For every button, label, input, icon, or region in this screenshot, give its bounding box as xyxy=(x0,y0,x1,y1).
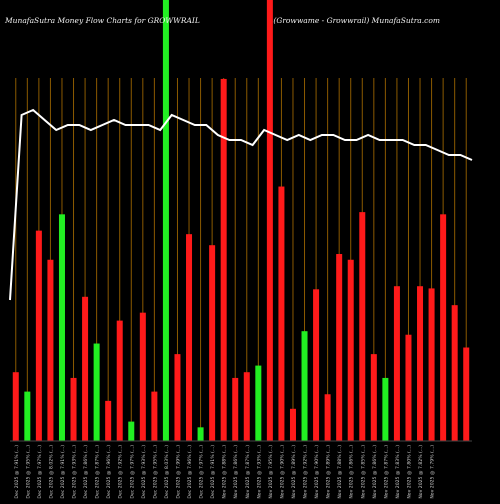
bar xyxy=(58,214,65,441)
x-tick-label: Thu 18 Dec 2025 @ 7.91% (...) xyxy=(60,445,66,500)
x-tick-label: Thu 13 Nov 2025 @ 7.86% (...) xyxy=(349,445,355,500)
bar xyxy=(186,234,193,441)
x-tick-label: Wed 19 Nov 2025 @ 7.92% (...) xyxy=(303,445,309,500)
x-tick-label: Tue 11 Nov 2025 @ 7.86% (...) xyxy=(372,445,378,500)
x-tick-label: Tue 25 Nov 2025 @ 7.93% (...) xyxy=(256,445,262,500)
x-tick-label: Mon 22 Dec 2025 @ 7.97% (...) xyxy=(37,445,43,500)
bar xyxy=(209,245,216,441)
bar xyxy=(35,230,42,441)
bar xyxy=(232,377,239,441)
x-tick-label: Wed 03 Dec 2025 @ 7.96% (...) xyxy=(187,445,193,500)
bar xyxy=(255,365,262,441)
bar xyxy=(301,331,308,441)
bar xyxy=(370,354,377,441)
x-tick-label: Wed 05 Nov 2025 @ 7.82% (...) xyxy=(418,445,424,500)
bar xyxy=(324,394,331,441)
x-tick-label: Fri 12 Dec 2025 @ 7.96% (...) xyxy=(106,445,112,500)
bar xyxy=(24,391,31,441)
x-tick-label: Wed 26 Nov 2025 @ 7.87% (...) xyxy=(245,445,251,500)
bar xyxy=(359,212,366,441)
x-tick-label: Thu 27 Nov 2025 @ 7.86% (...) xyxy=(233,445,239,500)
x-tick-label: Tue 02 Dec 2025 @ 7.97% (...) xyxy=(199,445,205,500)
x-tick-label: Thu 06 Nov 2025 @ 7.80% (...) xyxy=(407,445,413,500)
x-tick-label: Thu 20 Nov 2025 @ 7.89% (...) xyxy=(291,445,297,500)
x-tick-label: Fri 07 Nov 2025 @ 7.83% (...) xyxy=(395,445,401,500)
bar xyxy=(93,343,100,441)
bar xyxy=(82,296,89,441)
x-tick-label: Thu 04 Dec 2025 @ 7.99% (...) xyxy=(176,445,182,500)
bar xyxy=(105,400,112,441)
x-tick-label: Thu 11 Dec 2025 @ 7.92% (...) xyxy=(118,445,124,500)
bar xyxy=(405,334,412,441)
bar xyxy=(12,372,19,441)
bar xyxy=(278,186,285,441)
x-tick-label: Tue 18 Nov 2025 @ 7.90% (...) xyxy=(314,445,320,500)
bar xyxy=(128,421,135,441)
bar xyxy=(428,288,435,441)
bar xyxy=(393,286,400,441)
bar xyxy=(139,312,146,441)
bar xyxy=(243,372,250,441)
x-tick-label: Mon 01 Dec 2025 @ 7.91% (...) xyxy=(210,445,216,500)
x-tick-label: Fri 05 Dec 2025 @ 8.03% (...) xyxy=(164,445,170,500)
bar xyxy=(220,78,227,442)
x-tick-label: Tue 23 Dec 2025 @ 7.95% (...) xyxy=(25,445,31,500)
bar xyxy=(313,289,320,441)
x-tick-label: Tue 16 Dec 2025 @ 7.86% (...) xyxy=(83,445,89,500)
x-tick-label: Fri 14 Nov 2025 @ 7.88% (...) xyxy=(337,445,343,500)
x-tick-label: Wed 24 Dec 2025 @ 7.91% (...) xyxy=(14,445,20,500)
bar xyxy=(116,320,123,441)
x-tick-label: Wed 12 Nov 2025 @ 7.85% (...) xyxy=(360,445,366,500)
x-tick-label: Tue 09 Dec 2025 @ 7.93% (...) xyxy=(141,445,147,500)
bar xyxy=(151,391,158,441)
x-tick-label: Fri 28 Nov 2025 @ 7.88% (...) xyxy=(222,445,228,500)
bar xyxy=(336,254,343,441)
bar xyxy=(463,347,470,441)
x-tick-label: Mon 17 Nov 2025 @ 7.89% (...) xyxy=(326,445,332,500)
bar xyxy=(440,214,447,441)
bar xyxy=(417,286,424,441)
x-tick-label: Tue 04 Nov 2025 @ 7.79% (...) xyxy=(430,445,436,500)
price-line xyxy=(9,108,473,301)
bar xyxy=(382,377,389,441)
chart-title: MunafaSutra Money Flow Charts for GROWWR… xyxy=(5,16,200,25)
chart-source-title: (Growwame - Growwrail) MunafaSutra.com xyxy=(273,16,440,25)
bar xyxy=(289,408,296,441)
bar xyxy=(266,0,273,441)
x-tick-label: Wed 17 Dec 2025 @ 7.93% (...) xyxy=(72,445,78,500)
bar xyxy=(70,377,77,441)
bar xyxy=(174,354,181,441)
x-tick-label: Mon 08 Dec 2025 @ 7.95% (...) xyxy=(152,445,158,500)
bar xyxy=(347,259,354,441)
bar xyxy=(47,259,54,441)
bar xyxy=(197,427,204,441)
bar xyxy=(162,0,169,441)
x-tick-label: Mon 15 Dec 2025 @ 7.87% (...) xyxy=(95,445,101,500)
x-tick-label: Mon 10 Nov 2025 @ 7.87% (...) xyxy=(383,445,389,500)
x-tick-label: Fri 19 Dec 2025 @ 8.02% (...) xyxy=(48,445,54,500)
x-tick-label: Fri 21 Nov 2025 @ 7.90% (...) xyxy=(279,445,285,500)
x-tick-label: Mon 24 Nov 2025 @ 7.95% (...) xyxy=(268,445,274,500)
bar xyxy=(451,305,458,441)
x-tick-label: Wed 10 Dec 2025 @ 7.97% (...) xyxy=(129,445,135,500)
